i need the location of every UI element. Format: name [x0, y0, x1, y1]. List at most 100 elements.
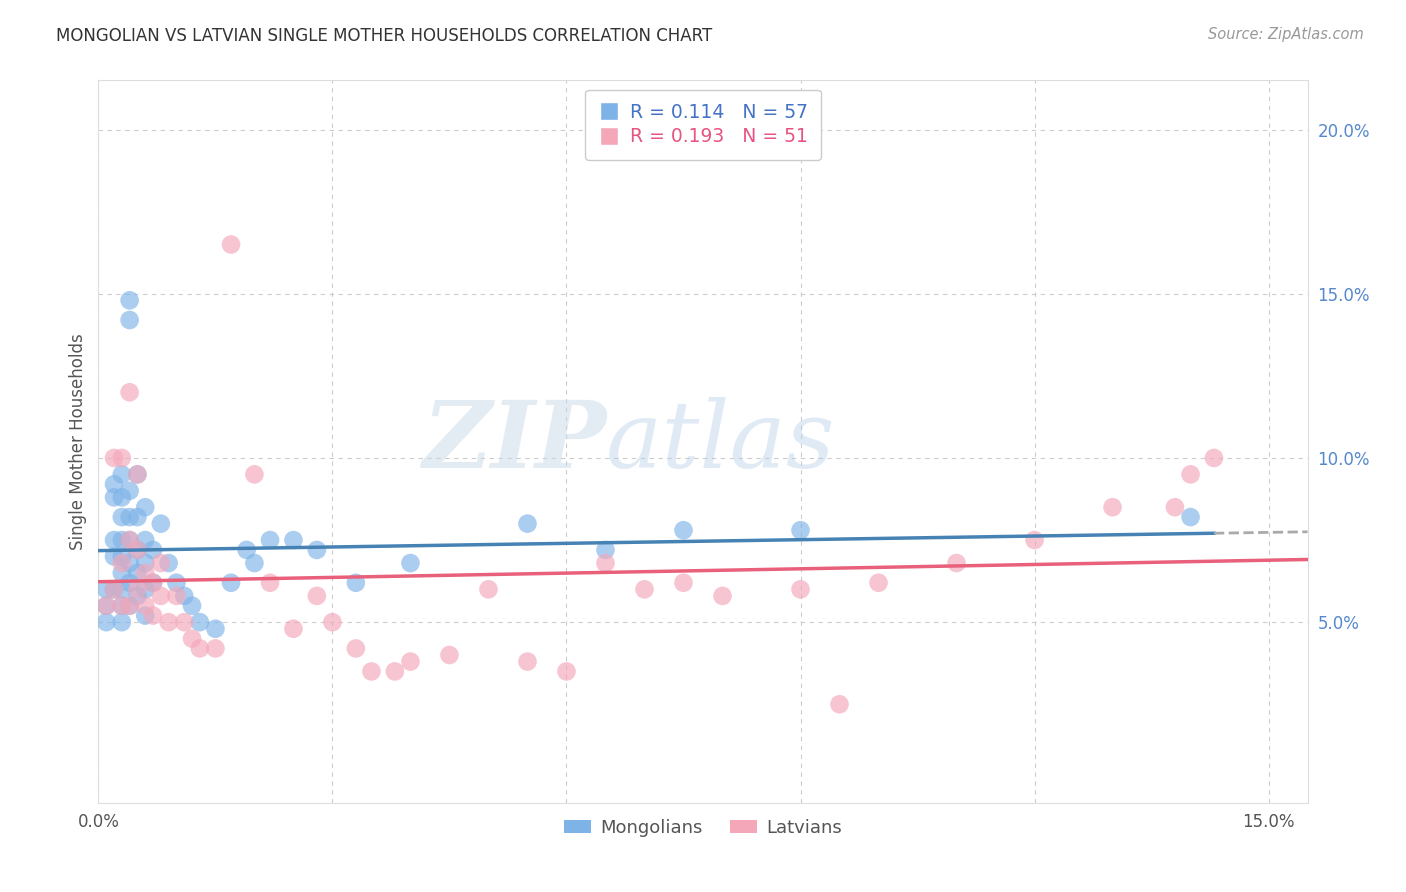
- Point: [118, 510, 141, 524]
- Point: [127, 510, 149, 524]
- Point: [321, 615, 343, 630]
- Point: [118, 599, 141, 613]
- Point: [595, 542, 617, 557]
- Point: [555, 665, 578, 679]
- Point: [157, 615, 180, 630]
- Point: [127, 566, 149, 580]
- Text: MONGOLIAN VS LATVIAN SINGLE MOTHER HOUSEHOLDS CORRELATION CHART: MONGOLIAN VS LATVIAN SINGLE MOTHER HOUSE…: [56, 27, 713, 45]
- Point: [945, 556, 967, 570]
- Point: [127, 467, 149, 482]
- Point: [118, 556, 141, 570]
- Point: [633, 582, 655, 597]
- Point: [399, 556, 422, 570]
- Point: [828, 698, 851, 712]
- Point: [516, 516, 538, 531]
- Point: [118, 533, 141, 547]
- Point: [1180, 467, 1202, 482]
- Y-axis label: Single Mother Households: Single Mother Households: [69, 334, 87, 549]
- Point: [142, 575, 165, 590]
- Point: [344, 641, 367, 656]
- Point: [111, 615, 134, 630]
- Point: [103, 491, 125, 505]
- Point: [118, 483, 141, 498]
- Point: [157, 556, 180, 570]
- Text: ZIP: ZIP: [422, 397, 606, 486]
- Point: [142, 542, 165, 557]
- Point: [127, 589, 149, 603]
- Point: [1164, 500, 1187, 515]
- Point: [127, 542, 149, 557]
- Point: [127, 582, 149, 597]
- Point: [149, 556, 172, 570]
- Point: [118, 385, 141, 400]
- Point: [439, 648, 461, 662]
- Point: [134, 599, 156, 613]
- Point: [259, 575, 281, 590]
- Point: [283, 622, 305, 636]
- Point: [259, 533, 281, 547]
- Point: [111, 467, 134, 482]
- Point: [111, 510, 134, 524]
- Point: [516, 655, 538, 669]
- Text: atlas: atlas: [606, 397, 835, 486]
- Point: [1101, 500, 1123, 515]
- Point: [711, 589, 734, 603]
- Point: [243, 556, 266, 570]
- Point: [173, 615, 195, 630]
- Point: [96, 582, 118, 597]
- Point: [477, 582, 499, 597]
- Point: [96, 615, 118, 630]
- Point: [789, 582, 811, 597]
- Point: [165, 589, 187, 603]
- Point: [868, 575, 890, 590]
- Point: [173, 589, 195, 603]
- Point: [111, 556, 134, 570]
- Point: [111, 450, 134, 465]
- Point: [165, 575, 187, 590]
- Point: [118, 599, 141, 613]
- Point: [235, 542, 257, 557]
- Point: [142, 575, 165, 590]
- Point: [134, 533, 156, 547]
- Point: [134, 556, 156, 570]
- Point: [111, 582, 134, 597]
- Point: [789, 523, 811, 537]
- Point: [134, 566, 156, 580]
- Point: [118, 293, 141, 308]
- Point: [134, 582, 156, 597]
- Point: [103, 582, 125, 597]
- Point: [219, 237, 242, 252]
- Point: [111, 599, 134, 613]
- Point: [118, 313, 141, 327]
- Point: [118, 533, 141, 547]
- Point: [118, 575, 141, 590]
- Legend: Mongolians, Latvians: Mongolians, Latvians: [557, 812, 849, 845]
- Point: [111, 599, 134, 613]
- Point: [103, 477, 125, 491]
- Point: [1024, 533, 1046, 547]
- Point: [103, 533, 125, 547]
- Point: [672, 575, 695, 590]
- Point: [204, 622, 226, 636]
- Point: [142, 608, 165, 623]
- Point: [96, 599, 118, 613]
- Point: [111, 533, 134, 547]
- Point: [181, 632, 204, 646]
- Point: [384, 665, 406, 679]
- Point: [96, 599, 118, 613]
- Point: [111, 566, 134, 580]
- Point: [103, 450, 125, 465]
- Point: [103, 549, 125, 564]
- Point: [188, 641, 211, 656]
- Point: [111, 549, 134, 564]
- Point: [344, 575, 367, 590]
- Text: Source: ZipAtlas.com: Source: ZipAtlas.com: [1208, 27, 1364, 42]
- Point: [149, 516, 172, 531]
- Point: [134, 500, 156, 515]
- Point: [111, 491, 134, 505]
- Point: [134, 608, 156, 623]
- Point: [283, 533, 305, 547]
- Point: [595, 556, 617, 570]
- Point: [181, 599, 204, 613]
- Point: [204, 641, 226, 656]
